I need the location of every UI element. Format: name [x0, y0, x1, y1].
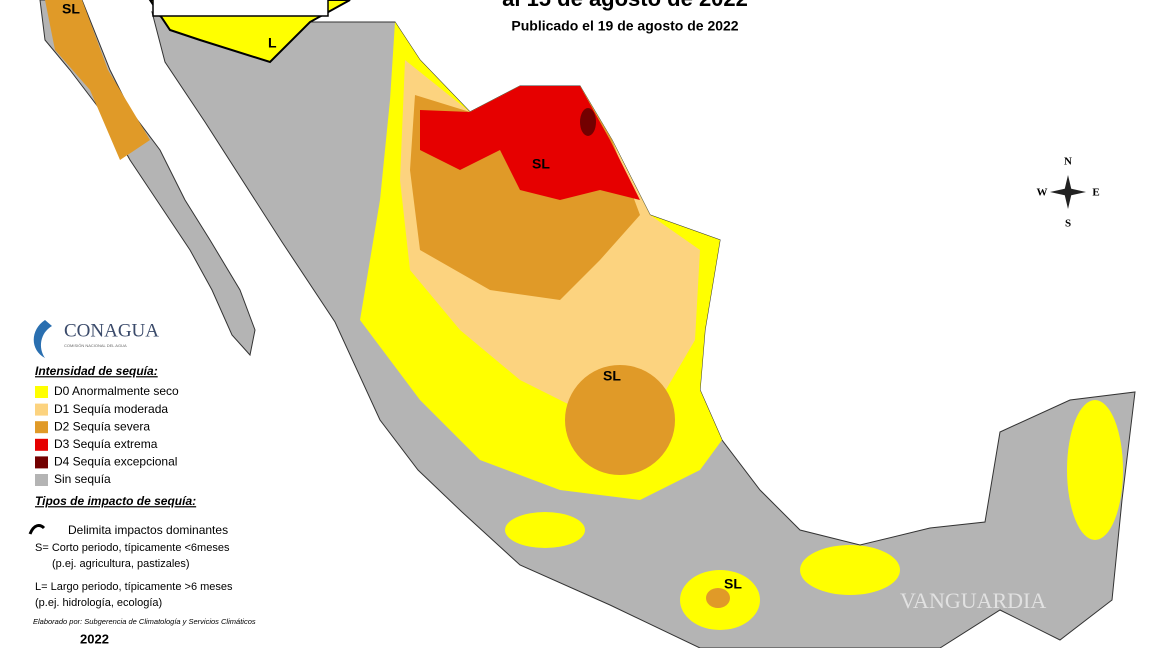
impact-label: SL — [724, 576, 742, 592]
compass-n: N — [1064, 156, 1072, 168]
logo-name: CONAGUA — [64, 320, 159, 341]
subtitle: Publicado el 19 de agosto de 2022 — [511, 18, 738, 34]
impact-label: SL — [603, 368, 621, 384]
legend-swatch — [35, 421, 48, 434]
legend-label: D3 Sequía extrema — [54, 437, 158, 451]
impact-label: SL — [62, 1, 80, 17]
year: 2022 — [80, 631, 109, 646]
legend-label: D2 Sequía severa — [54, 419, 150, 433]
legend-title: Intensidad de sequía: — [35, 364, 158, 378]
d0-southeast — [800, 545, 900, 595]
impact-note: S= Corto periodo, típicamente <6meses — [35, 542, 230, 554]
d0-yucatan — [1067, 400, 1123, 540]
impact-symbol — [28, 524, 46, 535]
impact-note: (p.ej. hidrología, ecología) — [35, 597, 162, 609]
d2-south — [706, 588, 730, 608]
legend-label: D0 Anormalmente seco — [54, 384, 179, 398]
compass-s: S — [1065, 218, 1071, 230]
impact-label: SL — [532, 156, 550, 172]
inset-box — [152, 0, 329, 17]
compass-e: E — [1092, 187, 1099, 199]
legend: Intensidad de sequía: Tipos de impacto d… — [28, 364, 256, 646]
d2-baja — [45, 0, 150, 160]
compass-w: W — [1037, 187, 1048, 199]
legend-swatch — [35, 403, 48, 416]
legend-label: D4 Sequía excepcional — [54, 455, 177, 469]
legend-swatch — [35, 474, 48, 486]
logo: CONAGUA COMISIÓN NACIONAL DEL AGUA — [33, 320, 159, 358]
impact-note: (p.ej. agricultura, pastizales) — [52, 558, 190, 570]
d0-west — [505, 512, 585, 548]
legend-swatch — [35, 456, 48, 469]
watermark: VANGUARDIA — [900, 588, 1046, 613]
impact-label: L — [268, 35, 277, 51]
map — [39, 0, 1136, 648]
legend-swatch — [35, 386, 48, 398]
legend-label: D1 Sequía moderada — [54, 402, 168, 416]
map-labels: SL L SL SL SL — [62, 1, 742, 592]
credit: Elaborado por: Subgerencia de Climatolog… — [33, 617, 256, 626]
d2-center — [565, 365, 675, 475]
compass: N S W E — [1037, 156, 1100, 230]
legend-label: Sin sequía — [54, 472, 111, 486]
impact-line-text: Delimita impactos dominantes — [68, 523, 228, 537]
title: al 15 de agosto de 2022 — [502, 0, 748, 11]
logo-mark — [33, 320, 52, 358]
legend-swatch — [35, 438, 48, 451]
impact-title: Tipos de impacto de sequía: — [35, 494, 196, 508]
compass-rose — [1050, 175, 1086, 209]
logo-tagline: COMISIÓN NACIONAL DEL AGUA — [64, 343, 127, 348]
d4-north — [580, 108, 596, 136]
impact-note: L= Largo periodo, típicamente >6 meses — [35, 581, 233, 593]
